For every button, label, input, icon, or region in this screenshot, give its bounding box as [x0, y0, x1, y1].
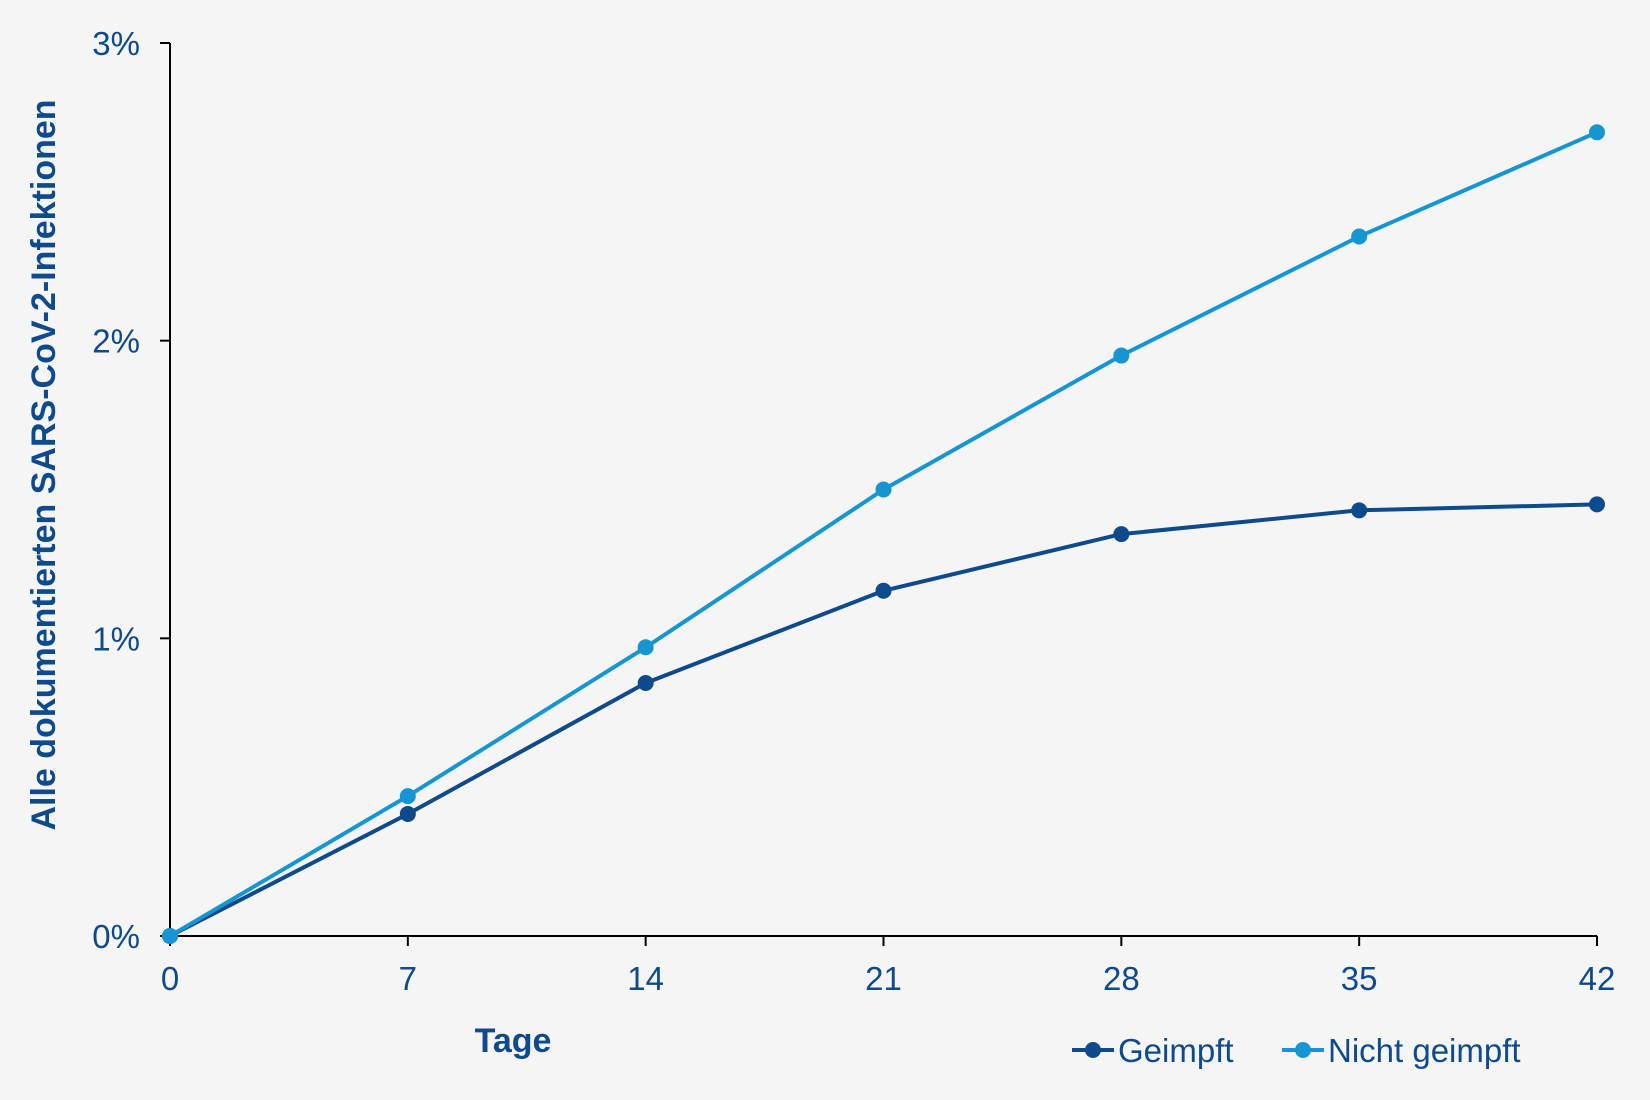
x-tick-label: 14: [627, 960, 664, 997]
series-line: [168, 130, 1598, 938]
data-point: [875, 481, 892, 498]
legend-dot-marker: [1295, 1042, 1311, 1058]
legend-item: Nicht geimpft: [1282, 1032, 1521, 1069]
data-point: [637, 674, 654, 691]
y-tick-label: 0%: [92, 918, 140, 955]
data-point: [1589, 496, 1605, 513]
data-point: [1589, 124, 1605, 141]
x-tick-label: 35: [1341, 960, 1378, 997]
y-tick-label: 1%: [92, 620, 140, 657]
x-tick-label: 21: [865, 960, 902, 997]
legend-label: Geimpft: [1118, 1032, 1234, 1069]
legend-dot-marker: [1085, 1042, 1101, 1058]
data-point: [1351, 228, 1368, 245]
x-axis-title: Tage: [475, 1022, 552, 1060]
data-point: [875, 582, 892, 599]
x-tick-label: 42: [1579, 960, 1616, 997]
series-lines: [162, 124, 1605, 944]
series-line: [169, 502, 1598, 938]
legend-item: Geimpft: [1072, 1032, 1234, 1069]
y-axis-title: Alle dokumentierten SARS-CoV-2-Infektion…: [25, 99, 63, 830]
series-nicht-geimpft: [162, 124, 1605, 944]
data-point: [399, 805, 416, 822]
data-point: [1113, 526, 1130, 543]
axes: [160, 42, 1598, 946]
x-tick-label: 28: [1103, 960, 1140, 997]
data-point: [399, 788, 416, 805]
x-tick-label: 7: [399, 960, 417, 997]
tick-labels: 0% 1% 2% 3% 0 7 14 21 28 35 42: [92, 25, 1615, 997]
y-tick-label: 2%: [92, 323, 140, 360]
data-point: [637, 639, 654, 656]
data-point: [1351, 502, 1368, 519]
x-tick-label: 0: [161, 960, 179, 997]
data-point: [1113, 347, 1130, 364]
series-geimpft: [162, 496, 1605, 944]
y-tick-label: 3%: [92, 25, 140, 62]
data-point: [162, 928, 178, 944]
legend-label: Nicht geimpft: [1328, 1032, 1521, 1069]
legend: Geimpft Nicht geimpft: [1072, 1032, 1521, 1069]
